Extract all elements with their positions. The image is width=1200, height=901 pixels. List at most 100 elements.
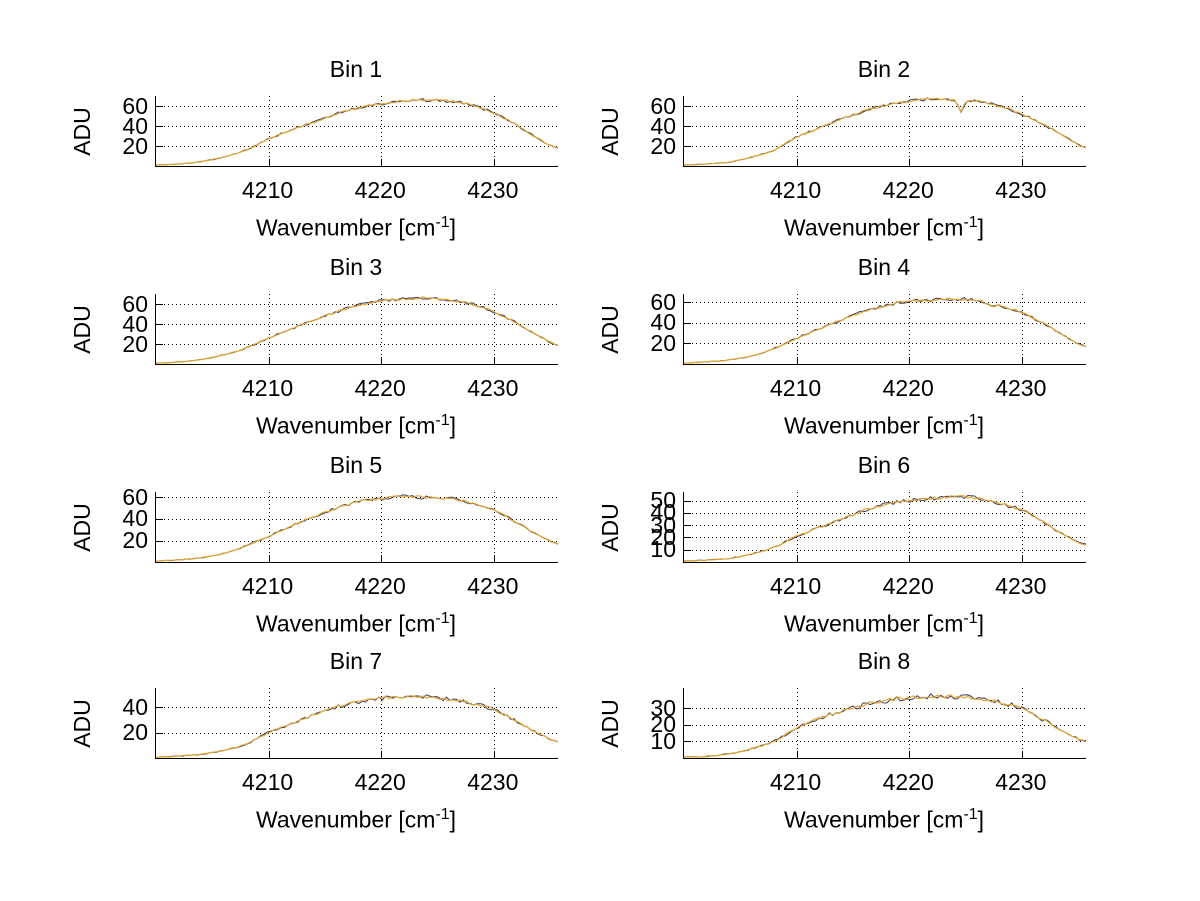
x-gridline [796, 688, 798, 758]
x-gridline [1021, 492, 1023, 562]
y-gridline [684, 724, 1086, 726]
x-gridline [1021, 294, 1023, 364]
x-gridline [796, 96, 798, 166]
x-tick-label: 4220 [882, 375, 934, 401]
y-gridline [684, 500, 1086, 502]
y-tick-mark [156, 324, 163, 325]
data-trace [155, 694, 559, 759]
y-tick-label: 40 [122, 505, 148, 532]
subplot-title: Bin 6 [857, 452, 911, 478]
plot-axes [683, 96, 1087, 167]
y-tick-mark [684, 741, 691, 743]
y-tick-mark [684, 724, 691, 726]
y-tick-mark [684, 549, 691, 551]
x-tick-label: 4210 [770, 769, 822, 795]
x-gridline [493, 492, 495, 562]
subplot-title: Bin 3 [329, 254, 383, 280]
x-tick-mark [796, 159, 798, 166]
y-tick-label: 50 [650, 487, 676, 514]
x-tick-label: 4230 [995, 769, 1047, 795]
y-gridline [156, 146, 558, 147]
y-axis-label: ADU [596, 304, 623, 354]
y-tick-mark [156, 497, 163, 499]
spectrum-plot [155, 296, 559, 364]
y-gridline [156, 732, 558, 734]
y-axis-label: ADU [68, 698, 95, 748]
x-tick-mark [796, 751, 798, 758]
x-tick-mark [909, 751, 911, 758]
plot-axes [683, 492, 1087, 563]
fit-trace [155, 695, 559, 759]
y-tick-mark [684, 106, 691, 107]
subplot-bin-8: Bin 8 ADU 10 20 30 4210 4220 4230 Wavenumber [cm… [597, 648, 1087, 833]
data-trace [156, 296, 559, 364]
y-tick-mark [684, 146, 691, 147]
y-tick-label: 20 [122, 527, 148, 553]
spectrum-plot [683, 693, 1087, 758]
subplot-bin-3: Bin 3 ADU 20 40 60 4210 4220 4230 Wavenumber [cm… [69, 254, 559, 439]
x-axis-label: Wavenumber [cm-1] [784, 806, 984, 833]
x-tick-mark [268, 357, 270, 364]
y-axis-label: ADU [68, 502, 95, 552]
y-tick-label: 60 [650, 92, 676, 119]
spectrum-plot [683, 494, 1087, 562]
x-tick-mark [1021, 555, 1023, 562]
y-tick-mark [156, 344, 163, 345]
x-tick-label: 4210 [770, 573, 822, 599]
x-tick-label: 4230 [467, 573, 519, 599]
subplot-bin-4: Bin 4 ADU 20 40 60 4210 4220 4230 Wavenumber [cm… [597, 254, 1087, 439]
y-tick-mark [684, 525, 691, 527]
fit-trace [683, 694, 1087, 758]
fit-trace [155, 494, 559, 562]
x-gridline [493, 688, 495, 758]
y-gridline [684, 146, 1086, 147]
x-axis-label: Wavenumber [cm-1] [256, 412, 456, 439]
x-tick-label: 4220 [354, 177, 406, 203]
subplot-title: Bin 1 [329, 56, 383, 82]
x-tick-label: 4220 [882, 177, 934, 203]
y-axis-label: ADU [68, 304, 95, 354]
y-tick-label: 60 [122, 290, 148, 317]
y-tick-label: 20 [122, 132, 148, 159]
y-gridline [684, 322, 1086, 324]
x-tick-mark [1021, 159, 1023, 166]
y-tick-mark [156, 106, 163, 107]
subplot-bin-6: Bin 6 ADU 10 20 30 40 50 4210 4220 4230 Wavenumber… [597, 452, 1087, 637]
y-tick-mark [156, 707, 163, 709]
y-gridline [156, 518, 558, 520]
y-tick-mark [684, 537, 691, 539]
fit-trace [683, 297, 1087, 364]
x-axis-label: Wavenumber [cm-1] [256, 610, 456, 637]
x-axis-label: Wavenumber [cm-1] [256, 806, 456, 833]
y-tick-label: 10 [650, 536, 676, 563]
x-gridline [909, 294, 911, 364]
plot-axes [155, 294, 559, 365]
y-tick-label: 20 [650, 329, 676, 356]
x-tick-mark [381, 751, 383, 758]
y-tick-label: 40 [650, 112, 676, 139]
subplot-bin-1: Bin 1 ADU 20 40 60 4210 4220 4230 Wavenumber [cm… [69, 56, 559, 241]
x-gridline [268, 492, 270, 562]
y-gridline [156, 324, 558, 325]
data-trace [155, 494, 559, 562]
x-tick-mark [1021, 357, 1023, 364]
x-tick-label: 4230 [995, 375, 1047, 401]
plot-axes [155, 688, 559, 759]
x-tick-label: 4210 [770, 375, 822, 401]
y-tick-label: 20 [122, 330, 148, 357]
x-tick-label: 4230 [995, 177, 1047, 203]
fit-trace [683, 494, 1087, 562]
y-gridline [684, 126, 1086, 127]
y-tick-label: 30 [650, 511, 676, 538]
x-tick-mark [268, 555, 270, 562]
x-axis-label: Wavenumber [cm-1] [784, 610, 984, 637]
spectrum-plot [155, 694, 559, 759]
plot-axes [155, 492, 559, 563]
y-tick-mark [684, 500, 691, 502]
x-tick-label: 4220 [882, 573, 934, 599]
y-tick-label: 40 [122, 112, 148, 139]
x-tick-mark [909, 555, 911, 562]
x-tick-label: 4230 [467, 769, 519, 795]
spectrum-plot [683, 97, 1087, 166]
